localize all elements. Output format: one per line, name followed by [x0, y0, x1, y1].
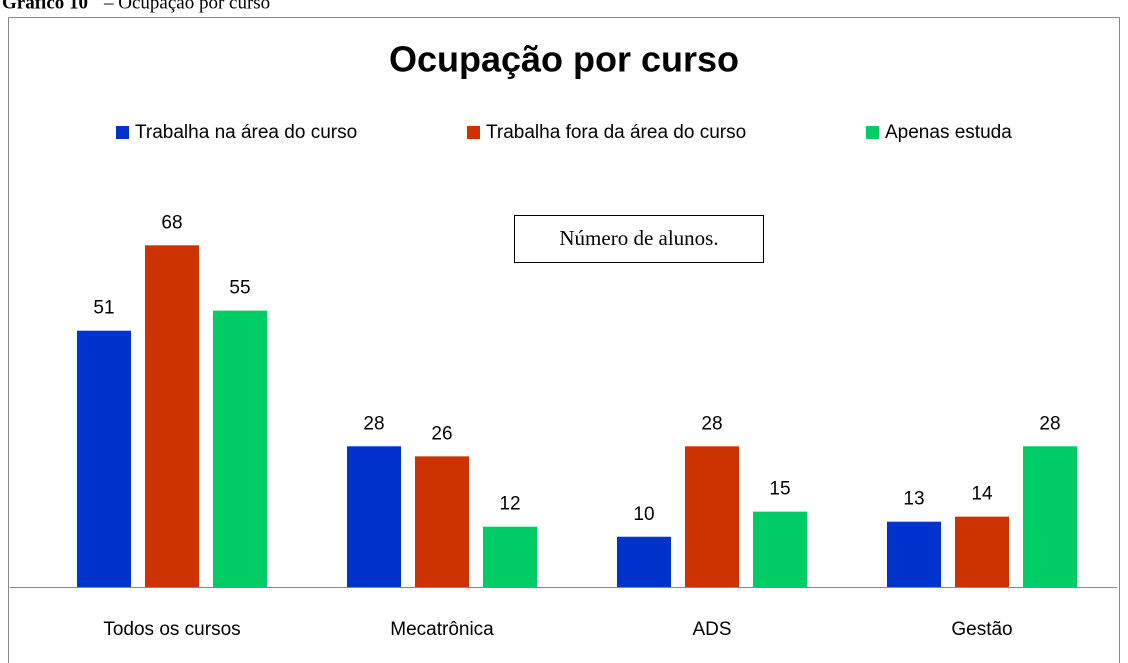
value-label: 51	[93, 298, 114, 319]
bar	[77, 330, 131, 587]
value-label: 15	[769, 479, 790, 500]
value-label: 10	[633, 504, 654, 525]
x-tick-label: ADS	[692, 619, 731, 640]
bar	[685, 446, 739, 587]
legend-label: Trabalha na área do curso	[135, 122, 357, 143]
bar	[887, 521, 941, 587]
value-label: 28	[1039, 413, 1060, 434]
caption-text: – Ocupação por curso	[103, 0, 270, 13]
annotation: Número de alunos.	[559, 226, 718, 250]
value-label: 13	[903, 489, 924, 510]
x-tick-label: Gestão	[951, 619, 1012, 640]
bar	[213, 310, 267, 587]
bar	[145, 245, 199, 588]
caption-label: Gráfico 10	[2, 0, 88, 13]
value-label: 26	[431, 423, 452, 444]
bar	[753, 511, 807, 587]
bar	[483, 526, 537, 587]
legend-swatch	[116, 126, 129, 139]
legend-label: Trabalha fora da área do curso	[486, 122, 746, 143]
legend-swatch	[866, 126, 879, 139]
value-label: 28	[363, 413, 384, 434]
bar	[955, 516, 1009, 587]
x-tick-label: Mecatrônica	[390, 619, 494, 640]
bar	[1023, 446, 1077, 587]
value-label: 68	[161, 212, 182, 233]
bar	[347, 446, 401, 587]
legend-label: Apenas estuda	[885, 122, 1012, 143]
value-label: 28	[701, 413, 722, 434]
bar	[415, 456, 469, 587]
value-label: 12	[499, 494, 520, 515]
annotation-box	[514, 215, 764, 263]
chart-frame	[8, 17, 1120, 663]
legend-swatch	[467, 126, 480, 139]
chart-title: Ocupação por curso	[389, 39, 739, 80]
bar	[617, 536, 671, 587]
value-label: 14	[971, 484, 993, 505]
value-label: 55	[229, 278, 250, 299]
x-tick-label: Todos os cursos	[103, 619, 240, 640]
